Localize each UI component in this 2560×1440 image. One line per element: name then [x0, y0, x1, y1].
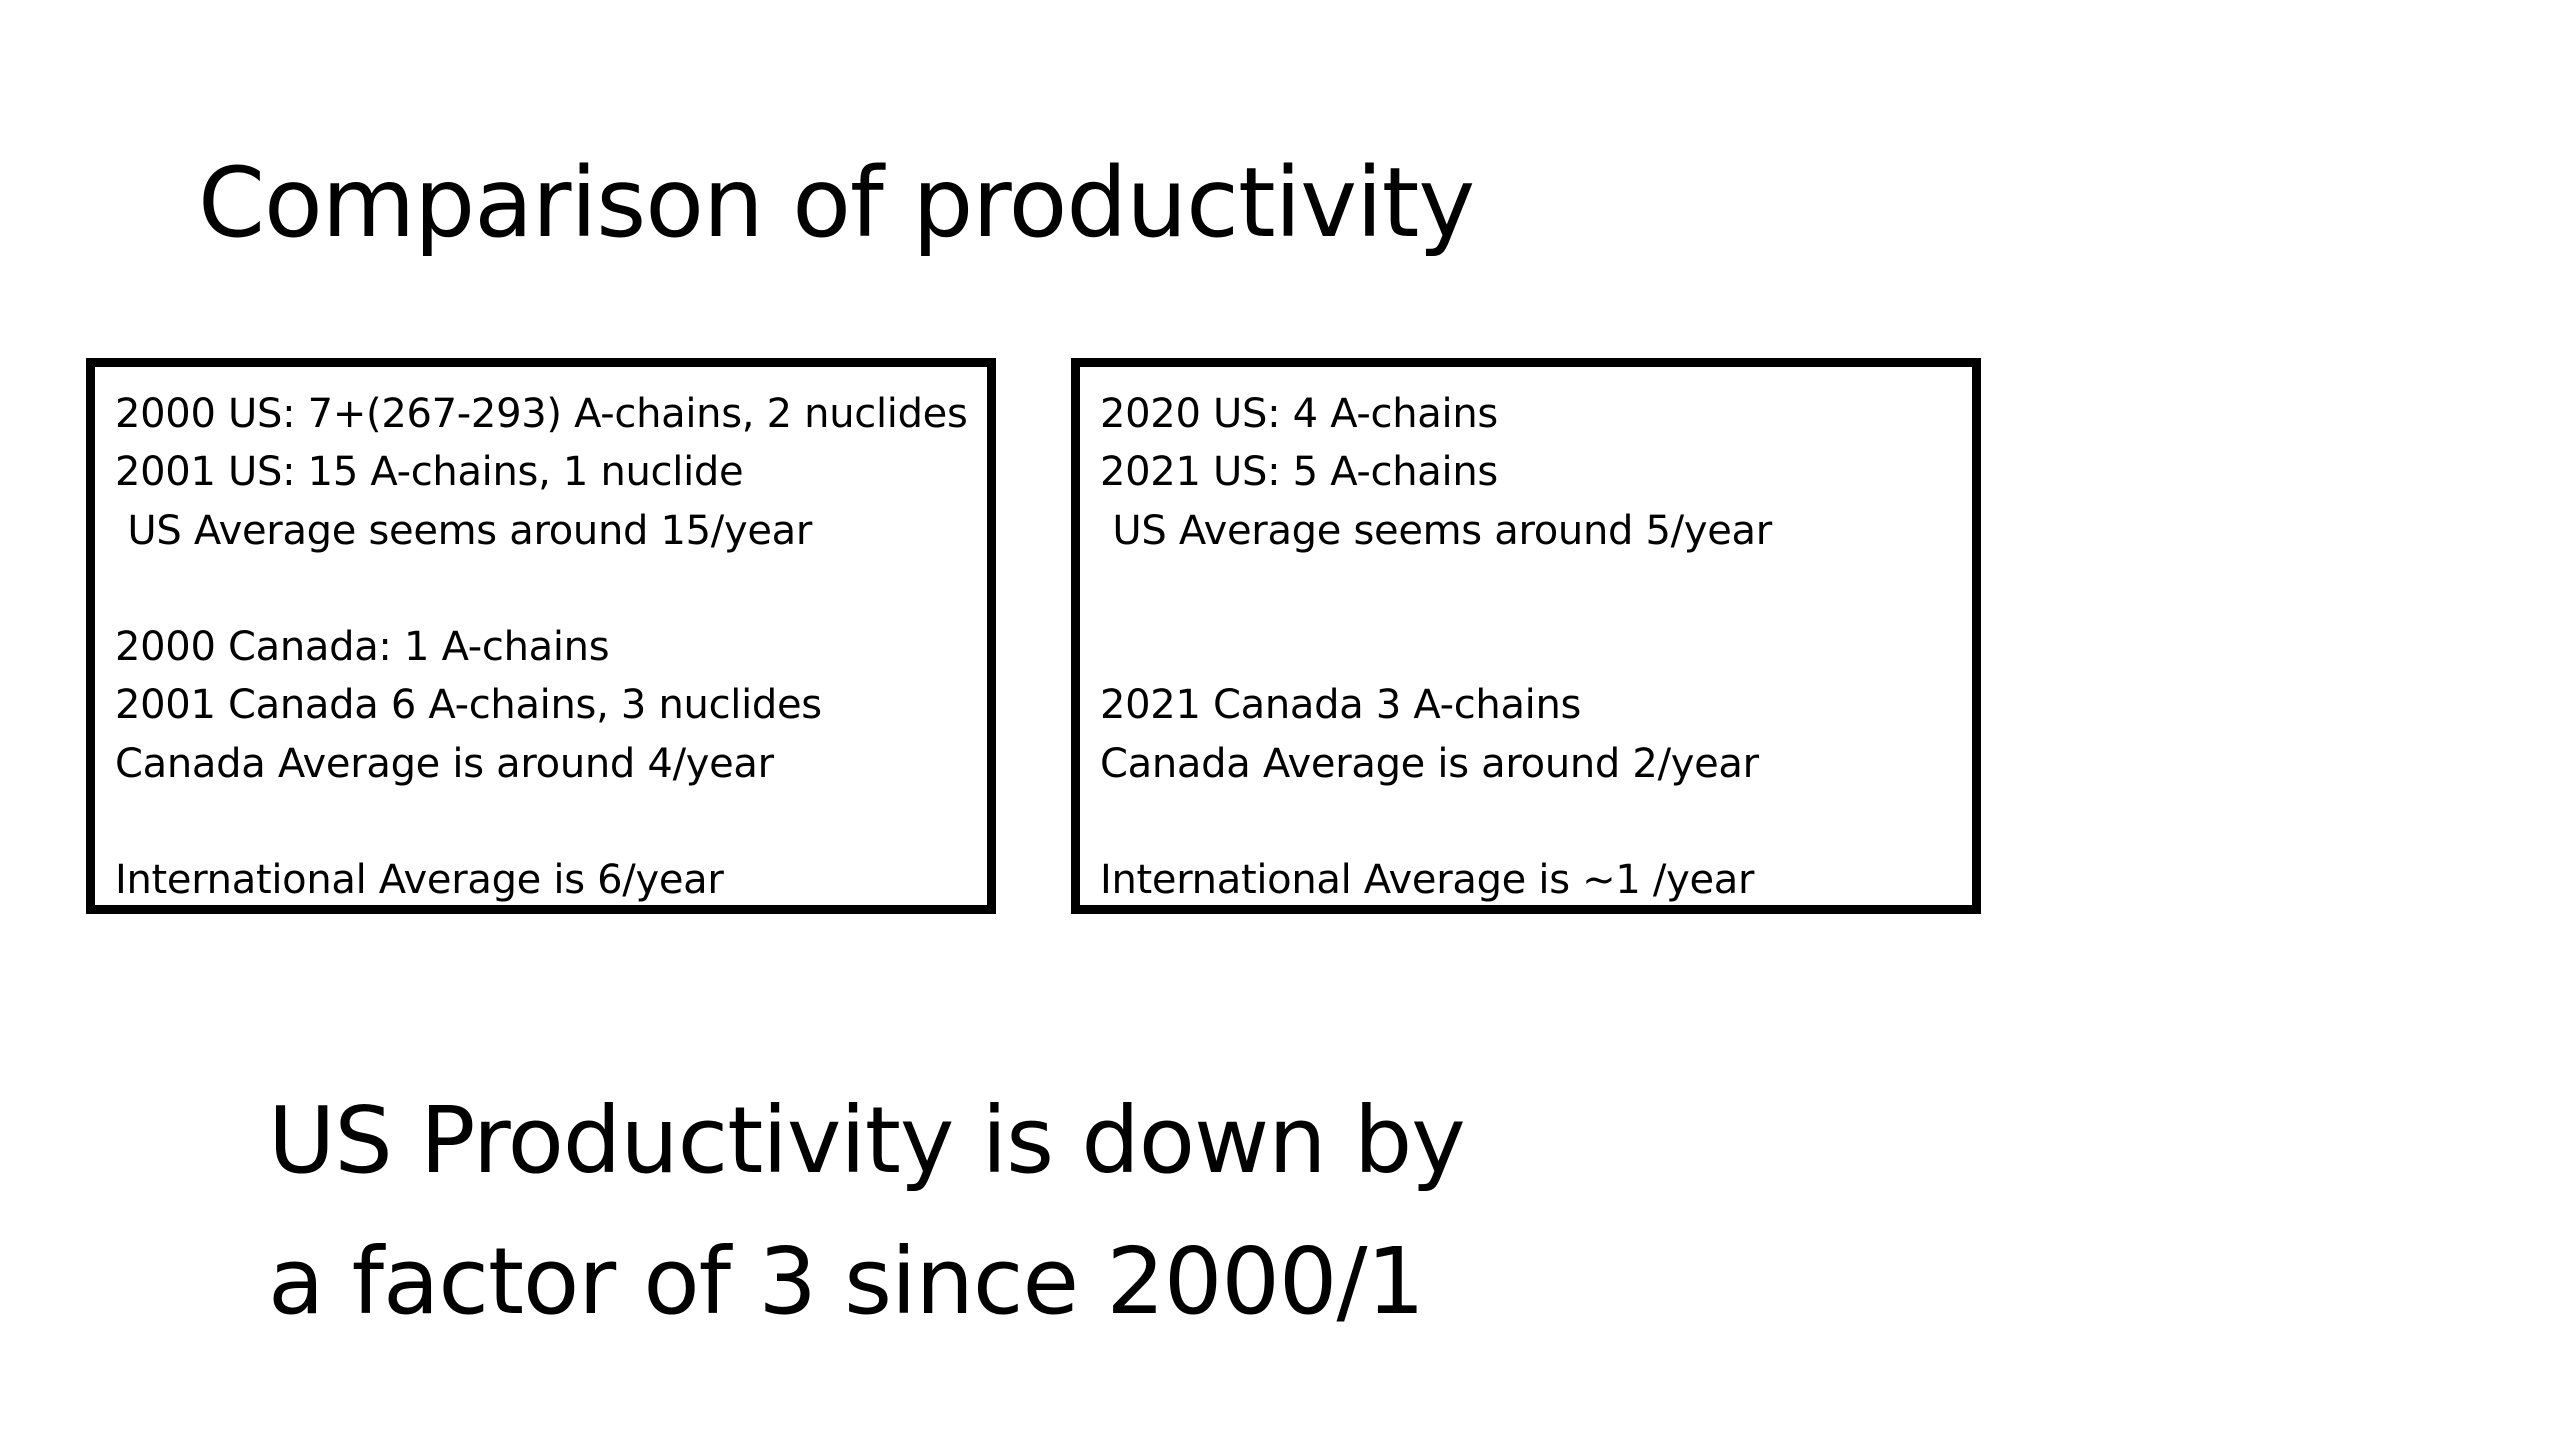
box-line: International Average is 6/year	[115, 857, 724, 904]
box-line	[115, 793, 987, 851]
box-line: 2001 Canada 6 A-chains, 3 nuclides	[115, 682, 822, 729]
box-line: 2000 US: 7+(267-293) A-chains, 2 nuclide…	[115, 391, 968, 437]
box-line	[1100, 793, 1972, 851]
box-line	[115, 560, 987, 618]
box-line: 2021 Canada 3 A-chains	[1100, 682, 1582, 729]
box-line: International Average is ~1 /year	[1100, 857, 1755, 904]
slide-title: Comparison of productivity	[198, 147, 1475, 259]
box-line: US Average seems around 5/year	[1100, 507, 1772, 554]
box-line: 2000 Canada: 1 A-chains	[115, 624, 610, 671]
box-line	[1100, 560, 1972, 618]
conclusion-line: a factor of 3 since 2000/1	[268, 1228, 1425, 1335]
conclusion-line: US Productivity is down by	[268, 1087, 1466, 1194]
box-line	[1100, 618, 1972, 676]
box-line: US Average seems around 15/year	[115, 507, 813, 554]
box-line: Canada Average is around 2/year	[1100, 740, 1759, 787]
productivity-2020-2021-box: 2020 US: 4 A-chains 2021 US: 5 A-chains …	[1071, 358, 1981, 914]
box-line: 2020 US: 4 A-chains	[1100, 391, 1498, 437]
box-line: 2021 US: 5 A-chains	[1100, 449, 1498, 496]
conclusion-text: US Productivity is down by a factor of 3…	[268, 1070, 1466, 1352]
box-line: Canada Average is around 4/year	[115, 740, 774, 787]
productivity-2000-2001-box: 2000 US: 7+(267-293) A-chains, 2 nuclide…	[86, 358, 996, 914]
box-line: 2001 US: 15 A-chains, 1 nuclide	[115, 449, 744, 496]
